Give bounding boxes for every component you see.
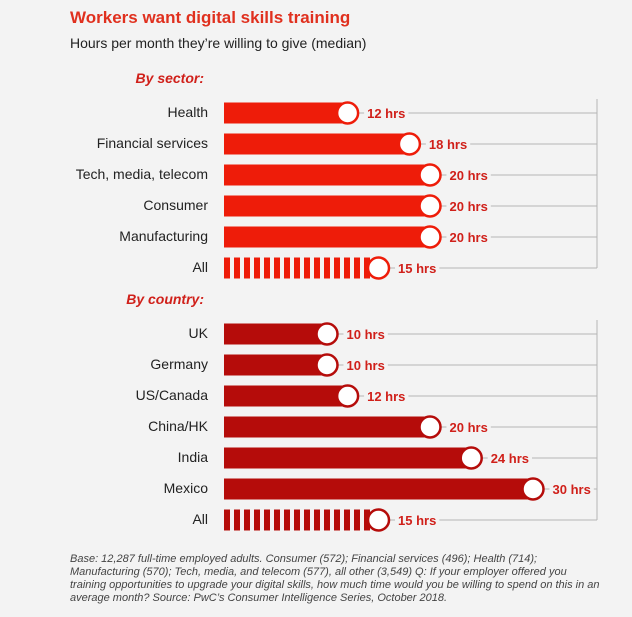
footnote: Base: 12,287 full-time employed adults. … xyxy=(70,553,600,604)
bar-end-marker xyxy=(315,322,339,346)
value-label-background xyxy=(343,357,388,374)
bar-end-marker xyxy=(521,477,545,501)
value-label-background xyxy=(446,229,491,246)
value-label: 12 hrs xyxy=(367,106,405,121)
value-label-background xyxy=(395,260,440,277)
value-label-background xyxy=(343,326,388,343)
category-label: Germany xyxy=(150,356,208,372)
bar-end-marker xyxy=(335,101,360,125)
value-label-background xyxy=(446,419,491,436)
aggregate-bar-segment xyxy=(284,509,290,531)
value-label: 30 hrs xyxy=(553,482,591,497)
bar xyxy=(224,416,430,438)
aggregate-bar-segment xyxy=(284,257,290,279)
category-label: Health xyxy=(167,104,208,120)
aggregate-bar-segment xyxy=(354,257,360,279)
bar-end-marker xyxy=(418,225,442,249)
aggregate-bar-segment xyxy=(274,257,280,279)
aggregate-bar-segment xyxy=(254,509,260,531)
bar xyxy=(224,164,430,186)
bar xyxy=(224,102,348,124)
aggregate-bar-segment xyxy=(344,509,350,531)
bar-end-marker xyxy=(418,163,442,187)
aggregate-bar-segment xyxy=(264,257,270,279)
bar xyxy=(224,226,430,248)
category-label: US/Canada xyxy=(135,387,208,403)
category-label: Consumer xyxy=(143,197,208,213)
category-label: Tech, media, telecom xyxy=(75,166,208,182)
bar-end-marker xyxy=(315,353,339,377)
bar-end-marker xyxy=(366,508,391,532)
aggregate-bar-segment xyxy=(304,509,310,531)
value-label-background xyxy=(425,136,471,153)
aggregate-bar-segment xyxy=(344,257,350,279)
category-label: Mexico xyxy=(163,480,208,496)
aggregate-bar-segment xyxy=(294,257,300,279)
value-label-background xyxy=(549,481,594,498)
value-label-background xyxy=(446,167,491,184)
bar-end-marker xyxy=(335,384,360,408)
section-label-by-country: By country: xyxy=(126,291,204,307)
category-label: Financial services xyxy=(96,135,208,151)
aggregate-bar-segment xyxy=(224,509,230,531)
aggregate-bar-segment xyxy=(354,509,360,531)
bar-end-marker xyxy=(366,256,391,280)
section-label-by-sector: By sector: xyxy=(135,70,204,86)
bar-end-marker xyxy=(418,194,442,218)
aggregate-bar-segment xyxy=(244,257,250,279)
aggregate-bar-segment xyxy=(334,509,340,531)
bar xyxy=(224,354,327,376)
value-label: 20 hrs xyxy=(450,420,488,435)
value-label: 10 hrs xyxy=(347,327,385,342)
chart-subtitle: Hours per month they’re willing to give … xyxy=(70,35,367,51)
bar xyxy=(224,447,472,469)
category-label: India xyxy=(177,449,208,465)
chart-title: Workers want digital skills training xyxy=(70,8,351,27)
bar-end-marker xyxy=(397,132,422,156)
category-label: China/HK xyxy=(148,418,208,434)
bar-end-marker xyxy=(418,415,442,439)
value-label-background xyxy=(446,198,491,215)
value-label: 20 hrs xyxy=(450,199,488,214)
category-label: UK xyxy=(188,325,208,341)
bar-end-marker xyxy=(459,446,483,470)
aggregate-bar-segment xyxy=(324,509,330,531)
bar-chart: 12 hrs 18 hrs 20 hrs 20 hrs 20 hrs 15 hrs 10 h… xyxy=(224,99,598,532)
value-label: 20 hrs xyxy=(450,230,488,245)
bar xyxy=(224,385,348,407)
category-label: Manufacturing xyxy=(119,228,208,244)
bar xyxy=(224,478,533,500)
value-label-background xyxy=(364,388,409,405)
bar xyxy=(224,133,410,155)
value-label: 24 hrs xyxy=(491,451,529,466)
value-label: 15 hrs xyxy=(398,261,436,276)
value-label: 12 hrs xyxy=(367,389,405,404)
aggregate-bar-segment xyxy=(264,509,270,531)
aggregate-bar-segment xyxy=(314,257,320,279)
aggregate-bar-segment xyxy=(254,257,260,279)
aggregate-bar-segment xyxy=(314,509,320,531)
value-label: 20 hrs xyxy=(450,168,488,183)
value-label-background xyxy=(364,105,409,122)
value-label-background xyxy=(395,512,440,529)
bar xyxy=(224,195,430,217)
value-label: 15 hrs xyxy=(398,513,436,528)
value-label-background xyxy=(487,450,533,467)
category-label: All xyxy=(192,259,208,275)
aggregate-bar-segment xyxy=(334,257,340,279)
aggregate-bar-segment xyxy=(244,509,250,531)
aggregate-bar-segment xyxy=(234,509,240,531)
aggregate-bar-segment xyxy=(294,509,300,531)
bar xyxy=(224,323,327,345)
aggregate-bar-segment xyxy=(224,257,230,279)
aggregate-bar-segment xyxy=(324,257,330,279)
aggregate-bar-segment xyxy=(234,257,240,279)
aggregate-bar-segment xyxy=(274,509,280,531)
value-label: 10 hrs xyxy=(347,358,385,373)
value-label: 18 hrs xyxy=(429,137,467,152)
aggregate-bar-segment xyxy=(304,257,310,279)
category-label: All xyxy=(192,511,208,527)
